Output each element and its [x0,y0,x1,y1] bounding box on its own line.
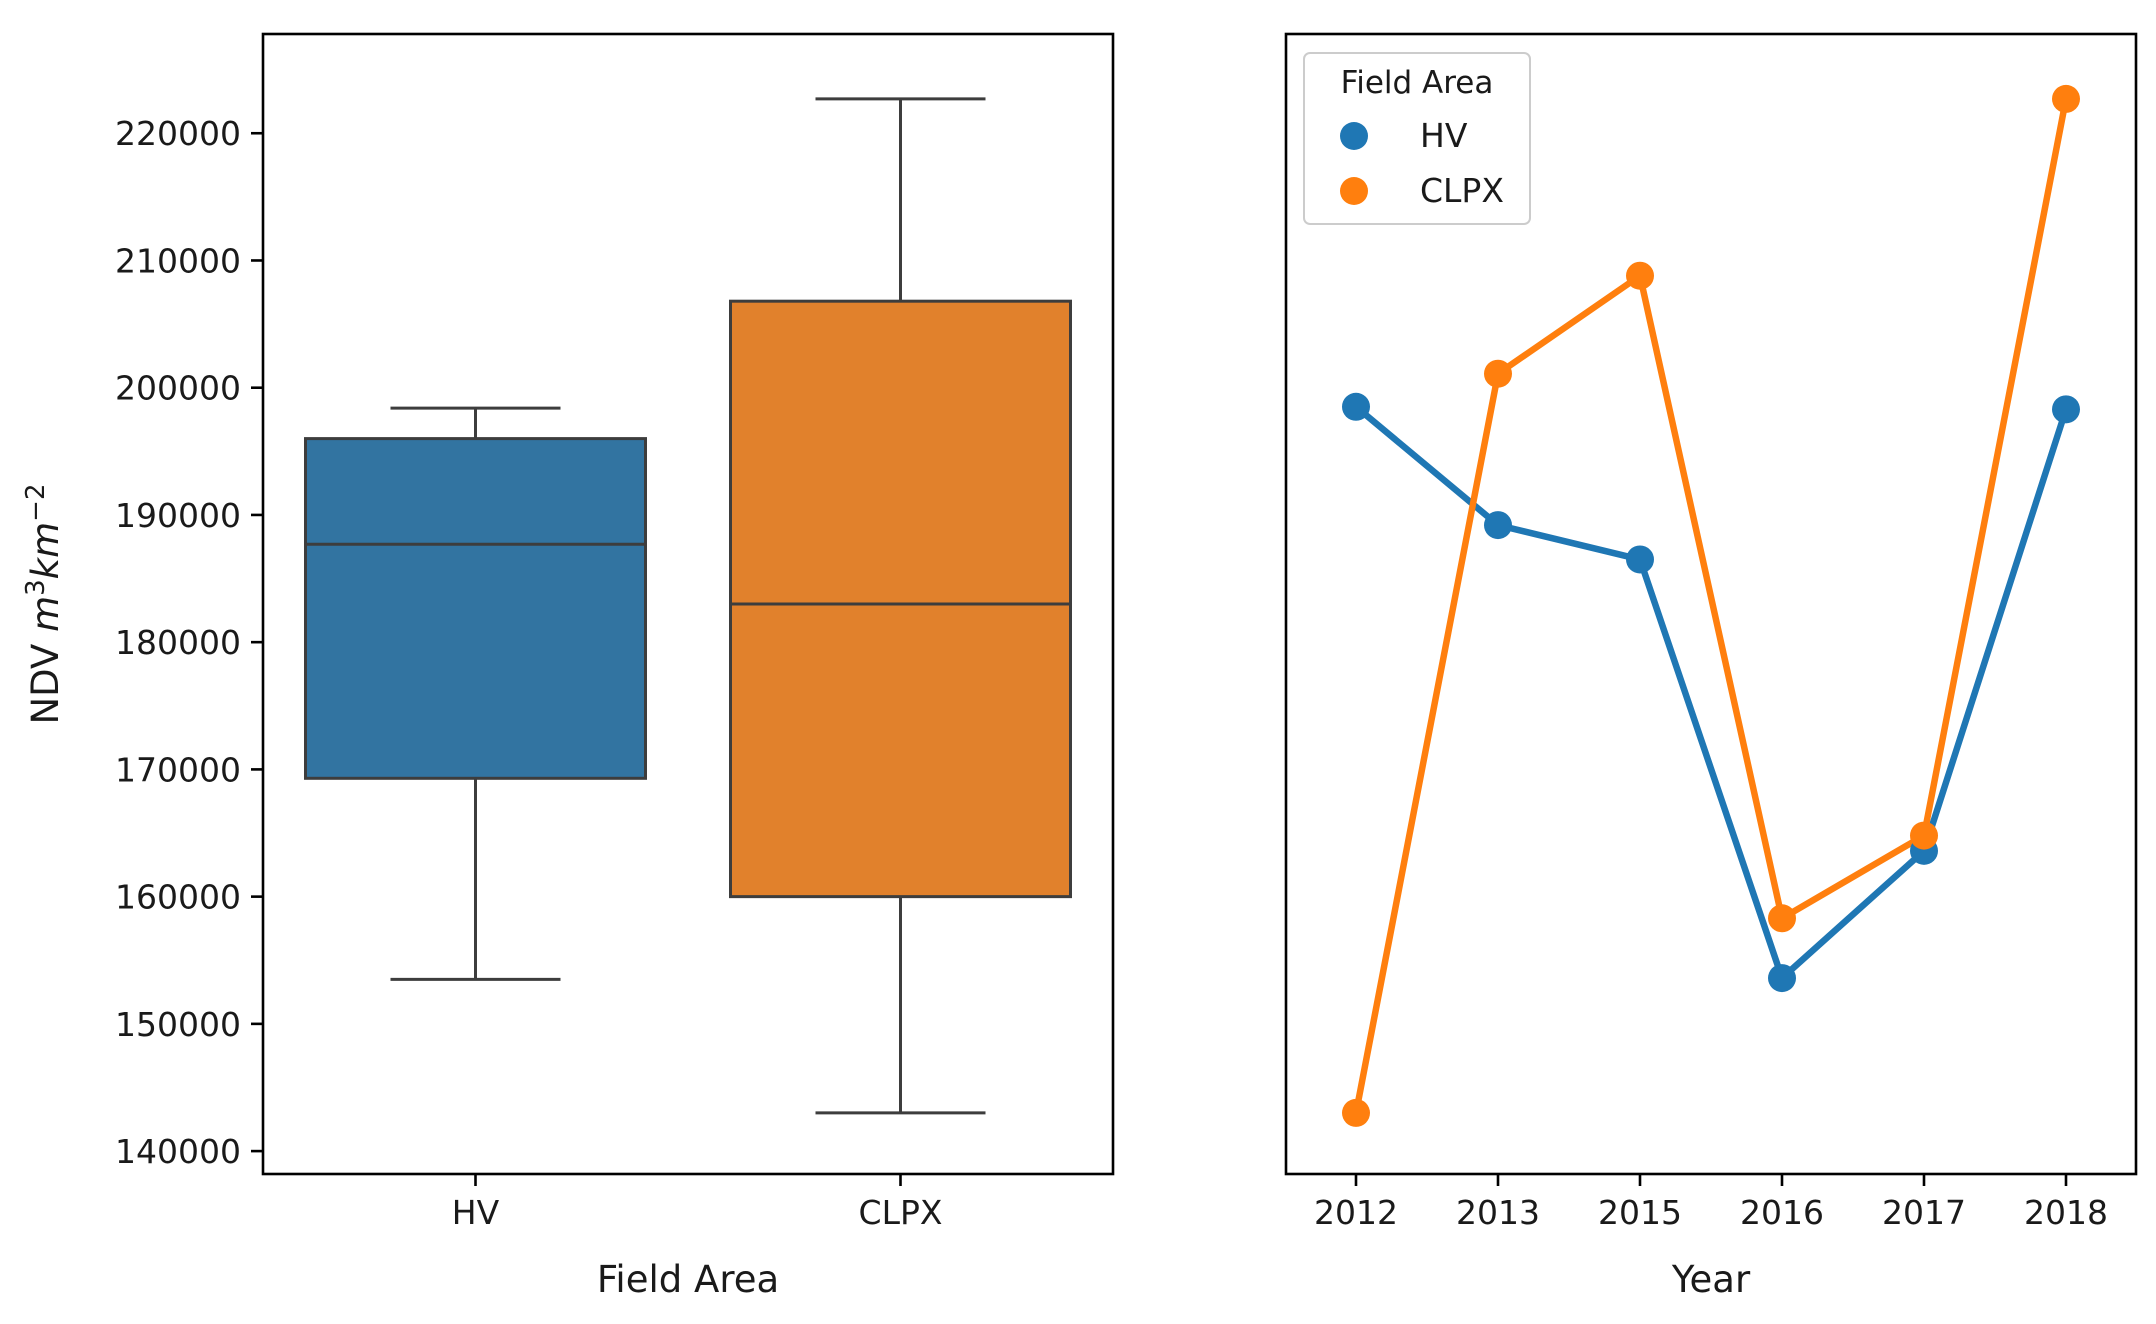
legend-title: Field Area [1341,65,1494,101]
line-plot-x-axis-label: Year [1671,1258,1751,1301]
y-label-prefix: NDV [24,632,67,725]
y-tick-label: 220000 [115,114,241,153]
legend-label-clpx: CLPX [1420,171,1504,210]
y-label-m-exponent: 3 [21,579,51,596]
y-label-km-exponent: −2 [21,484,51,522]
box-hv [304,437,647,780]
y-tick-label: 160000 [115,878,241,917]
legend: Field Area HV CLPX [1303,52,1531,225]
x-tick-label: 2013 [1456,1193,1540,1232]
point-hv [1484,511,1512,540]
series-line-clpx [1352,98,2070,1114]
box-plot-panel: 140000 150000 160000 170000 180000 190000 2000… [21,32,1115,1301]
point-clpx [1342,1098,1370,1127]
series-line-hv [1353,404,2070,982]
line-plot-x-axis: 2012 2013 2015 2016 2017 2018 [1314,1174,2108,1232]
box-clpx [729,299,1072,899]
x-tick-label: CLPX [859,1193,943,1232]
box-plot-x-axis: HV CLPX [452,1174,943,1232]
point-hv [1342,392,1370,421]
point-clpx [1484,359,1512,388]
point-clpx [1910,821,1938,850]
y-tick-label: 190000 [115,496,241,535]
legend-label-hv: HV [1420,116,1468,155]
y-tick-label: 180000 [115,623,241,662]
point-clpx [1768,904,1796,933]
box-plot-x-axis-label: Field Area [597,1258,779,1301]
y-label-km: km [24,522,67,579]
line-plot-panel: 2012 2013 2015 2016 2017 2018 Year Field Area… [1284,32,2138,1301]
point-clpx [1626,261,1654,290]
line-plot-frame [1284,32,2138,1176]
x-tick-label: 2016 [1740,1193,1824,1232]
y-tick-label: 150000 [115,1005,241,1044]
point-hv [2052,395,2080,424]
point-hv [1768,964,1796,993]
x-tick-label: 2012 [1314,1193,1398,1232]
legend-marker-hv [1340,122,1368,150]
point-hv [1626,545,1654,574]
box-plot-marks [304,97,1072,1115]
box-plot-y-axis-label: NDV m3km−2 [21,484,67,725]
y-tick-label: 140000 [115,1132,241,1171]
y-tick-label: 200000 [115,369,241,408]
x-tick-label: 2018 [2024,1193,2108,1232]
y-tick-label: 210000 [115,241,241,280]
x-tick-label: 2017 [1882,1193,1966,1232]
x-tick-label: 2015 [1598,1193,1682,1232]
legend-marker-clpx [1340,177,1368,205]
line-plot-marks [1342,84,2080,1127]
y-label-m: m [24,596,67,632]
point-clpx [2052,84,2080,113]
box-plot-y-axis: 140000 150000 160000 170000 180000 190000 2000… [115,114,263,1171]
box-plot-frame [261,32,1115,1176]
x-tick-label: HV [452,1193,500,1232]
y-tick-label: 170000 [115,750,241,789]
